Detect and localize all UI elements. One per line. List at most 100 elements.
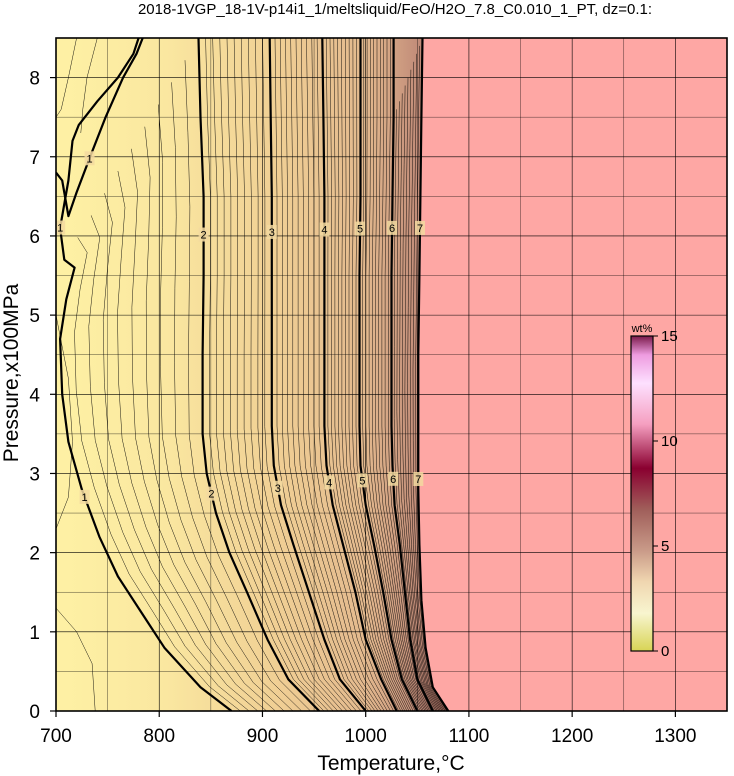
minor-contour bbox=[325, 38, 399, 711]
minor-contour bbox=[255, 38, 357, 711]
minor-contour bbox=[240, 38, 348, 711]
minor-contour bbox=[290, 38, 379, 711]
minor-contour bbox=[219, 38, 334, 711]
minor-contour bbox=[337, 38, 406, 711]
contour-label-bg bbox=[198, 227, 209, 242]
minor-contour bbox=[56, 38, 77, 118]
contour-line-7 bbox=[417, 38, 450, 711]
minor-contour bbox=[365, 38, 421, 711]
minor-contour bbox=[56, 607, 96, 711]
colorbar-tick-label: 15 bbox=[661, 328, 678, 345]
contour-lines: 1 1 1 2 2 3 3 4 4 5 5 6 6 7 7 bbox=[56, 38, 450, 711]
colorbar-tick-label: 5 bbox=[661, 538, 669, 555]
x-tick-label: 1000 bbox=[345, 726, 387, 747]
minor-contour bbox=[171, 82, 302, 711]
contour-label: 7 bbox=[415, 474, 421, 486]
minor-contour bbox=[184, 60, 311, 711]
minor-contour bbox=[102, 193, 258, 711]
contour-label: 4 bbox=[326, 477, 332, 489]
minor-contour bbox=[415, 45, 447, 711]
y-tick-label: 5 bbox=[29, 306, 40, 327]
colorbar: 0 5 10 15 wt% bbox=[630, 323, 678, 660]
contour-label-bg bbox=[415, 220, 426, 235]
contour-label-bg bbox=[355, 221, 366, 236]
grid-lines bbox=[56, 38, 727, 711]
minor-contour bbox=[329, 38, 402, 711]
y-tick-label: 4 bbox=[29, 385, 40, 406]
minor-contour bbox=[262, 38, 362, 711]
minor-contour bbox=[412, 53, 446, 711]
minor-contour bbox=[404, 77, 441, 711]
minor-contour bbox=[311, 38, 391, 711]
contour-line-2 bbox=[197, 38, 320, 711]
contour-label: 3 bbox=[269, 227, 275, 239]
minor-contour bbox=[233, 38, 343, 711]
contour-label: 6 bbox=[390, 474, 396, 486]
contour-label-bg bbox=[324, 475, 335, 490]
contour-label: 1 bbox=[82, 492, 88, 504]
contour-label-bg bbox=[387, 220, 398, 235]
contour-label: 1 bbox=[86, 153, 92, 165]
minor-contour bbox=[306, 38, 388, 711]
minor-contour bbox=[248, 38, 352, 711]
contour-label: 3 bbox=[275, 483, 281, 495]
x-tick-label: 900 bbox=[247, 726, 279, 747]
contour-label-bg bbox=[357, 473, 368, 488]
minor-contour bbox=[212, 38, 329, 711]
minor-contour bbox=[144, 126, 285, 711]
minor-contour bbox=[295, 38, 382, 711]
contour-label-bg bbox=[272, 480, 283, 495]
minor-contour bbox=[407, 69, 443, 711]
minor-contour bbox=[362, 38, 420, 711]
contour-line-1 bbox=[59, 38, 233, 711]
minor-contour bbox=[131, 148, 276, 711]
contour-label: 2 bbox=[208, 489, 214, 501]
contour-line-5 bbox=[358, 38, 419, 711]
contour-label: 1 bbox=[57, 223, 63, 235]
minor-contour bbox=[352, 38, 414, 711]
minor-contour bbox=[316, 38, 394, 711]
contour-line-3 bbox=[268, 38, 367, 711]
contour-label-bg bbox=[388, 471, 399, 486]
minor-contour bbox=[388, 38, 432, 711]
minor-contour bbox=[410, 61, 444, 711]
x-tick-label: 1100 bbox=[448, 726, 489, 747]
contour-label: 4 bbox=[321, 225, 327, 237]
contour-label-bg bbox=[84, 151, 95, 166]
colorbar-unit: wt% bbox=[631, 323, 653, 335]
minor-contour bbox=[384, 38, 430, 711]
minor-contour bbox=[399, 93, 438, 711]
minor-contour bbox=[355, 38, 416, 711]
y-tick-label: 0 bbox=[29, 702, 40, 723]
contour-label-bg bbox=[319, 222, 330, 237]
minor-contour bbox=[333, 38, 404, 711]
plot-frame bbox=[55, 37, 728, 712]
minor-contour bbox=[372, 38, 424, 711]
contour-label: 2 bbox=[201, 230, 207, 242]
y-tick-label: 1 bbox=[29, 623, 40, 644]
y-tick-label: 8 bbox=[29, 69, 40, 90]
x-tick-label: 1200 bbox=[551, 726, 593, 747]
minor-contour bbox=[279, 38, 373, 711]
contour-line-6 bbox=[390, 38, 434, 711]
colorbar-gradient bbox=[630, 335, 654, 652]
y-tick-label: 7 bbox=[29, 148, 40, 169]
chart-title: 2018-1VGP_18-1V-p14i1_1/meltsliquid/FeO/… bbox=[138, 1, 652, 18]
contour-label-bg bbox=[56, 220, 66, 235]
contour-label-bg bbox=[266, 224, 277, 239]
minor-contour bbox=[368, 38, 423, 711]
minor-contour bbox=[157, 104, 294, 711]
x-axis-ticks: 700 800 900 1000 1100 1200 1300 bbox=[40, 711, 697, 747]
minor-contour bbox=[341, 38, 408, 711]
minor-contour bbox=[117, 170, 267, 711]
minor-contour bbox=[348, 38, 412, 711]
minor-contour bbox=[285, 38, 376, 711]
y-tick-label: 6 bbox=[29, 227, 40, 248]
y-tick-label: 2 bbox=[29, 544, 40, 565]
colorbar-tick-label: 10 bbox=[661, 433, 678, 450]
minor-contour bbox=[301, 38, 385, 711]
contour-label: 7 bbox=[417, 223, 423, 235]
minor-contour bbox=[345, 38, 410, 711]
minor-contour bbox=[74, 237, 241, 711]
